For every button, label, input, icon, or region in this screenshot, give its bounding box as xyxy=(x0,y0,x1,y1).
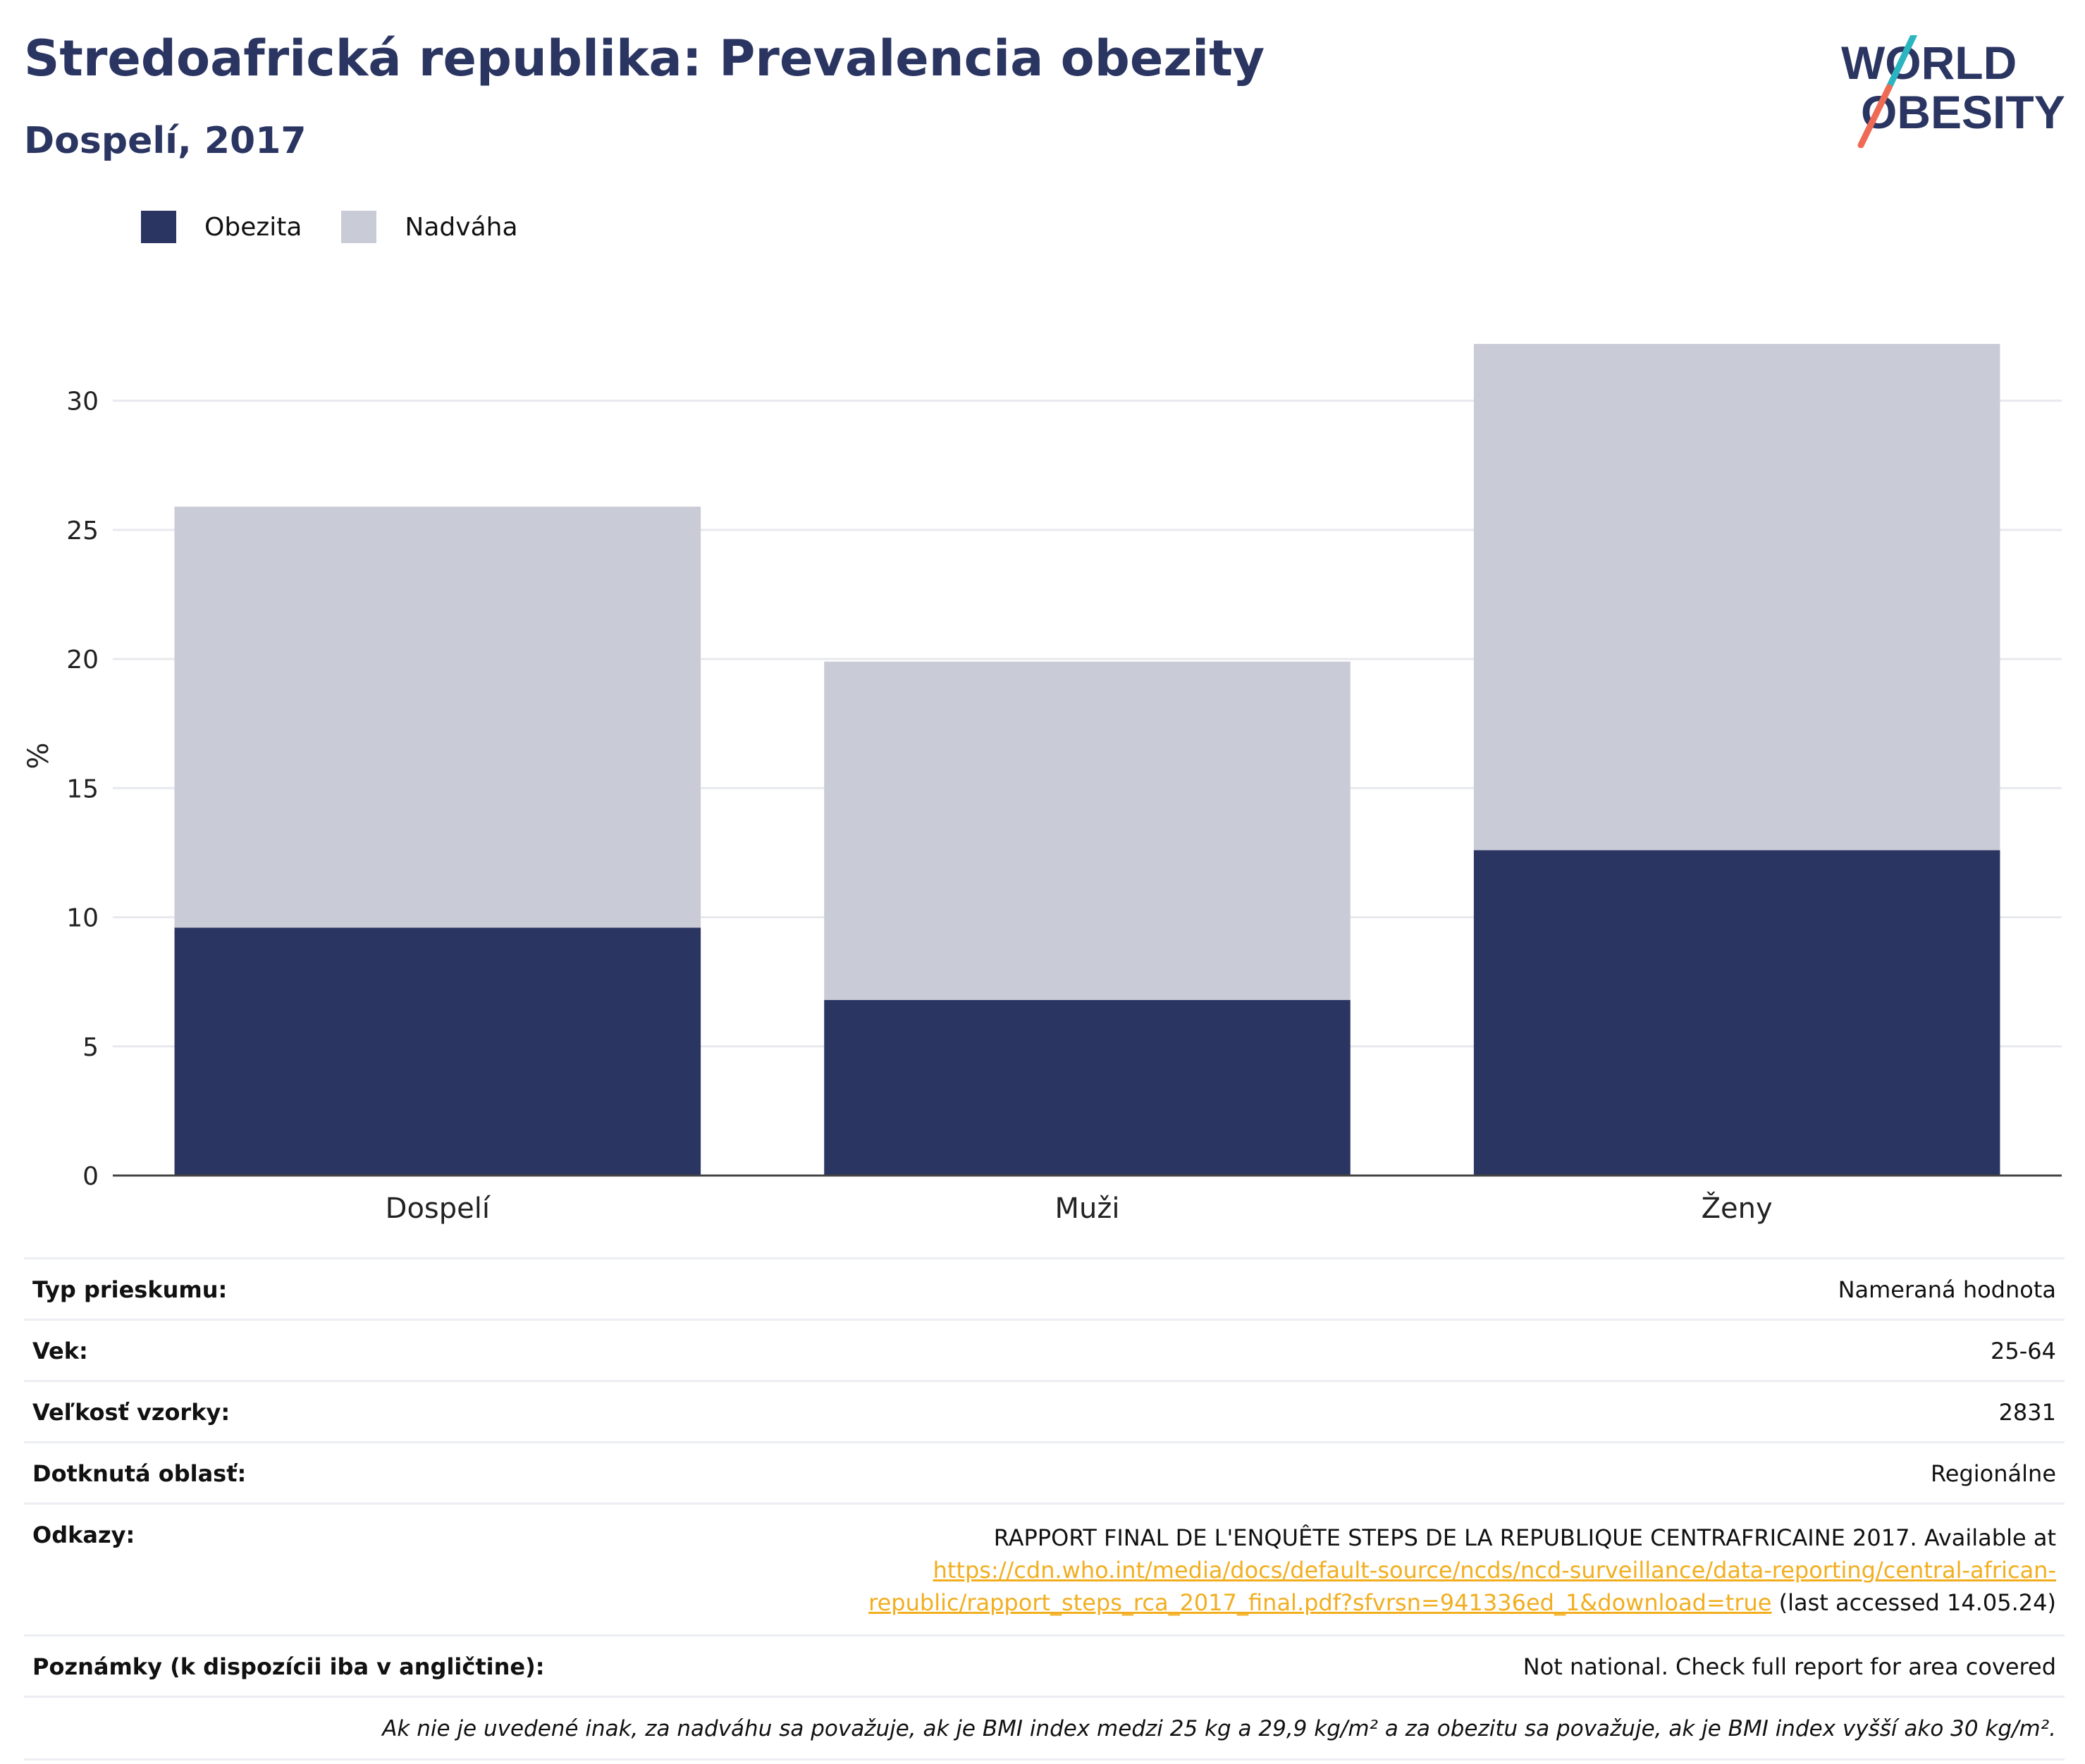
references-link-line1[interactable]: https://cdn.who.int/media/docs/default-s… xyxy=(933,1557,2056,1584)
info-row-area: Dotknutá oblasť: Regionálne xyxy=(24,1441,2065,1503)
legend-item-obezita[interactable]: Obezita xyxy=(141,211,302,243)
bar-nadv-ha-0 xyxy=(174,506,701,928)
references-text: RAPPORT FINAL DE L'ENQUÊTE STEPS DE LA R… xyxy=(993,1524,2056,1551)
info-row-age: Vek: 25-64 xyxy=(24,1319,2065,1380)
age-label: Vek: xyxy=(32,1338,88,1364)
info-row-notes: Poznámky (k dispozícii iba v angličtine)… xyxy=(24,1634,2065,1696)
references-link-line2[interactable]: republic/rapport_steps_rca_2017_final.pd… xyxy=(868,1589,1772,1616)
logo-text-world: WORLD xyxy=(1841,37,2017,89)
y-tick-label: 5 xyxy=(82,1033,99,1062)
legend-item-nadvaha[interactable]: Nadváha xyxy=(341,211,518,243)
y-tick-label: 30 xyxy=(66,388,99,417)
notes-value: Not national. Check full report for area… xyxy=(1523,1653,2056,1680)
sample-size-value: 2831 xyxy=(1998,1399,2056,1426)
legend-label-nadvaha: Nadváha xyxy=(405,212,518,242)
references-suffix: (last accessed 14.05.24) xyxy=(1771,1589,2056,1616)
y-tick-label: 20 xyxy=(66,646,99,674)
bmi-footnote: Ak nie je uvedené inak, za nadváhu sa po… xyxy=(24,1696,2065,1760)
info-row-survey-type: Typ prieskumu: Nameraná hodnota xyxy=(24,1257,2065,1319)
references-value: RAPPORT FINAL DE L'ENQUÊTE STEPS DE LA R… xyxy=(868,1522,2056,1619)
logo-slash-top xyxy=(1886,35,1918,91)
y-tick-label: 25 xyxy=(66,517,99,545)
bar-nadv-ha-1 xyxy=(824,661,1351,1000)
info-row-sample-size: Veľkosť vzorky: 2831 xyxy=(24,1380,2065,1441)
area-label: Dotknutá oblasť: xyxy=(32,1460,247,1487)
legend-swatch-obezita xyxy=(141,211,176,243)
bar-chart: 0 5 10 15 20 25 30% Dospelí Muži Ženy xyxy=(23,343,2062,1225)
bar-obezita-1 xyxy=(824,999,1351,1176)
page-subtitle: Dospelí, 2017 xyxy=(24,120,307,162)
page-title: Stredoafrická republika: Prevalencia obe… xyxy=(24,30,1265,87)
chart-legend: Obezita Nadváha xyxy=(141,209,558,245)
survey-info-table: Typ prieskumu: Nameraná hodnota Vek: 25-… xyxy=(24,1257,2065,1760)
references-label: Odkazy: xyxy=(32,1522,135,1548)
world-obesity-logo: WORLD OBESITY xyxy=(1841,35,2065,148)
info-row-references: Odkazy: RAPPORT FINAL DE L'ENQUÊTE STEPS… xyxy=(24,1503,2065,1634)
y-tick-label: 10 xyxy=(66,904,99,933)
x-tick-label: Muži xyxy=(1055,1192,1120,1225)
y-tick-label: 15 xyxy=(66,775,99,803)
legend-swatch-nadvaha xyxy=(341,211,377,243)
survey-type-value: Nameraná hodnota xyxy=(1838,1276,2056,1303)
logo-text-obesity: OBESITY xyxy=(1861,86,2065,138)
y-tick-label: 0 xyxy=(82,1162,99,1191)
logo-slash-bottom xyxy=(1857,84,1893,148)
age-value: 25-64 xyxy=(1991,1338,2056,1364)
notes-label: Poznámky (k dispozícii iba v angličtine)… xyxy=(32,1653,545,1680)
x-tick-label: Dospelí xyxy=(386,1192,491,1225)
bar-nadv-ha-2 xyxy=(1473,343,2000,851)
survey-type-label: Typ prieskumu: xyxy=(32,1276,228,1303)
sample-size-label: Veľkosť vzorky: xyxy=(32,1399,230,1426)
y-axis-label: % xyxy=(23,742,55,769)
area-value: Regionálne xyxy=(1930,1460,2056,1487)
bar-obezita-2 xyxy=(1473,850,2000,1176)
bar-obezita-0 xyxy=(174,927,701,1176)
legend-label-obezita: Obezita xyxy=(204,212,302,242)
x-tick-label: Ženy xyxy=(1702,1191,1773,1225)
